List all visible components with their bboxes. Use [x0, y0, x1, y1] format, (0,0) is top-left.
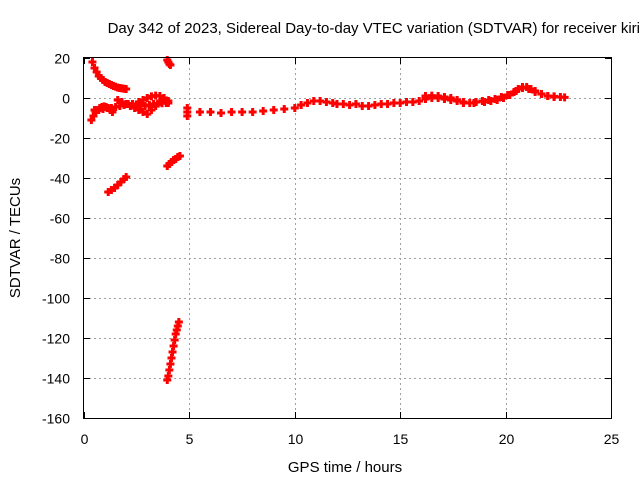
x-tick-label: 20 — [499, 431, 515, 447]
data-point — [143, 94, 152, 102]
y-axis-tick-labels: -160 -140 -120 -100 -80 -60 -40 -20 0 20 — [42, 51, 70, 427]
data-point — [550, 92, 559, 101]
chart-title: Day 342 of 2023, Sidereal Day-to-day VTE… — [108, 20, 640, 37]
data-series-8 — [163, 152, 184, 170]
data-series — [87, 56, 569, 384]
data-point — [88, 58, 97, 66]
data-point — [269, 106, 278, 114]
data-point — [259, 107, 268, 115]
data-series-7 — [104, 173, 131, 196]
data-point — [151, 102, 160, 110]
y-tick-label: 20 — [54, 51, 70, 67]
data-point — [469, 99, 478, 107]
data-point — [175, 152, 184, 160]
data-point — [238, 108, 247, 116]
data-point — [122, 100, 131, 108]
data-series-12 — [421, 84, 559, 107]
data-point — [130, 104, 139, 112]
data-point — [512, 87, 521, 95]
data-point — [303, 99, 312, 107]
data-point — [505, 91, 514, 99]
x-tick-label: 25 — [604, 431, 620, 447]
data-point — [453, 96, 462, 104]
data-point — [499, 94, 508, 102]
plot-frame — [83, 57, 612, 419]
data-series-9 — [163, 318, 183, 384]
data-point — [160, 94, 169, 102]
y-tick-label: -120 — [42, 331, 70, 347]
data-series-1 — [88, 58, 131, 93]
data-point — [297, 101, 306, 109]
data-point — [415, 97, 424, 105]
data-point — [560, 93, 569, 102]
x-tick-label: 0 — [81, 431, 89, 447]
data-point — [195, 108, 204, 116]
x-tick-label: 10 — [288, 431, 304, 447]
data-point — [126, 102, 135, 110]
x-tick-label: 15 — [393, 431, 409, 447]
data-point — [113, 96, 122, 104]
data-point — [206, 108, 215, 116]
data-point — [139, 108, 148, 116]
data-series-10 — [183, 104, 192, 120]
axis-ticks — [84, 58, 612, 419]
data-point — [164, 97, 173, 105]
y-tick-label: -100 — [42, 291, 70, 307]
y-tick-label: -20 — [50, 131, 70, 147]
grid — [84, 58, 611, 418]
data-point — [134, 98, 143, 106]
data-point — [134, 106, 143, 114]
x-tick-label: 5 — [186, 431, 194, 447]
data-series-5 — [134, 91, 173, 106]
data-point — [290, 104, 299, 112]
y-tick-label: -60 — [50, 211, 70, 227]
y-tick-label: -80 — [50, 251, 70, 267]
data-point — [537, 90, 546, 98]
data-point — [248, 108, 257, 116]
data-point — [143, 110, 152, 118]
y-tick-label: -160 — [42, 411, 70, 427]
data-point — [166, 61, 175, 69]
data-point — [174, 318, 183, 326]
data-point — [280, 105, 289, 113]
data-point — [122, 173, 131, 181]
x-axis-label: GPS time / hours — [288, 459, 402, 476]
x-axis-tick-labels: 0 5 10 15 20 25 — [81, 431, 620, 447]
data-point — [183, 112, 192, 120]
data-series-6 — [163, 56, 175, 69]
data-point — [493, 96, 502, 104]
data-point — [351, 100, 360, 108]
data-point — [227, 108, 236, 116]
y-axis-label: SDTVAR / TECUs — [7, 178, 24, 298]
data-point — [147, 106, 156, 114]
data-point — [122, 85, 131, 93]
data-point — [217, 109, 226, 117]
data-point — [139, 96, 148, 104]
y-tick-label: -40 — [50, 171, 70, 187]
data-point — [155, 92, 164, 100]
data-point — [117, 98, 126, 106]
y-tick-label: -140 — [42, 371, 70, 387]
data-point — [531, 87, 540, 95]
data-point — [524, 85, 533, 93]
data-point — [446, 94, 455, 102]
y-tick-label: 0 — [62, 91, 70, 107]
data-point — [459, 98, 468, 106]
data-series-11 — [195, 83, 569, 117]
